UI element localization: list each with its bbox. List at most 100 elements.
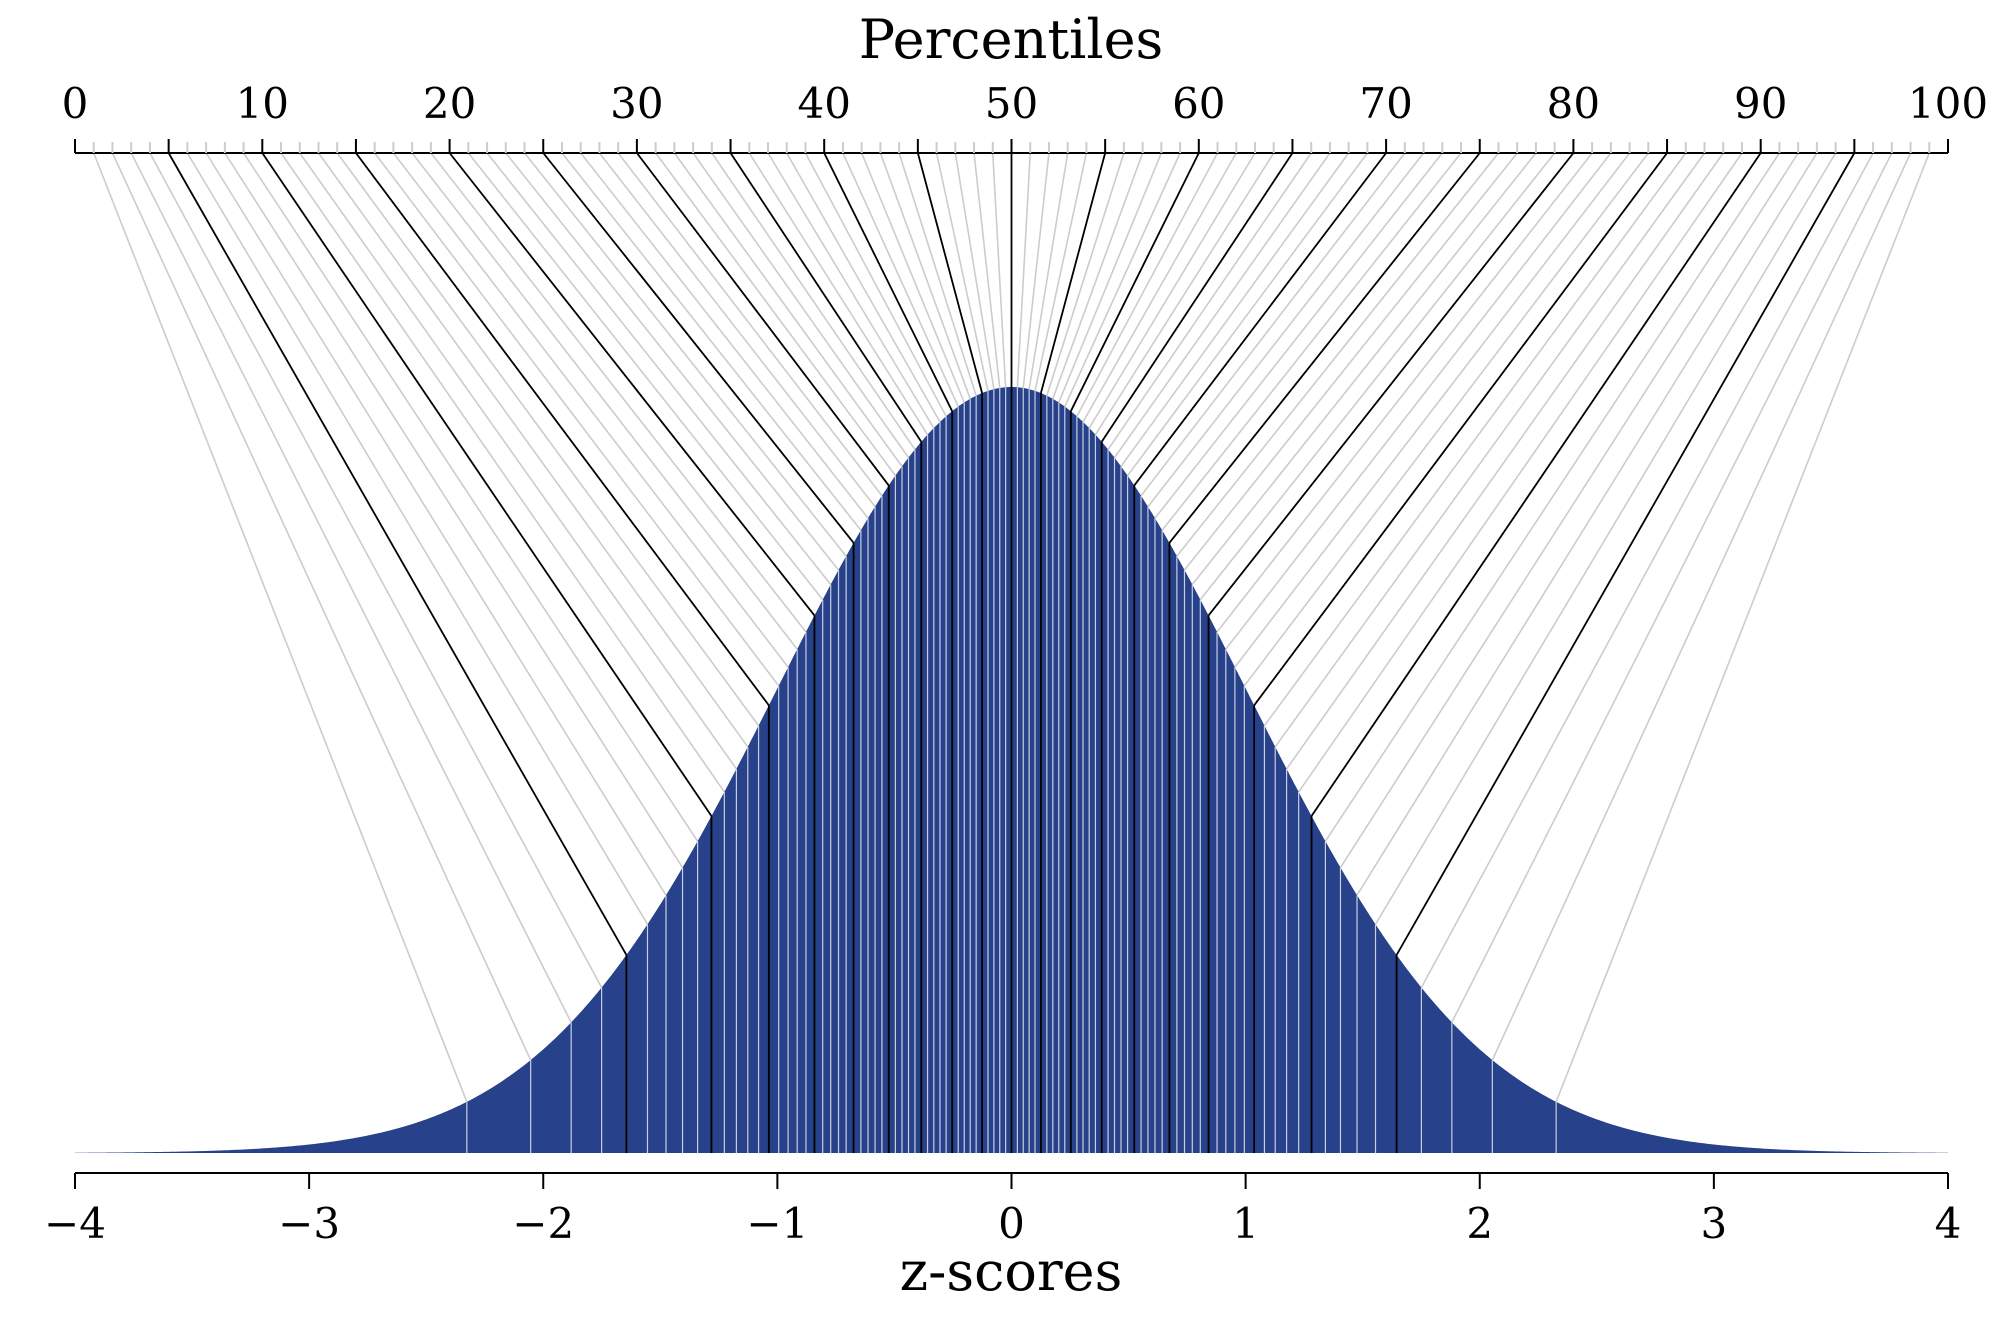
percentile-connector-line bbox=[1052, 152, 1144, 400]
percentile-connector-line bbox=[542, 152, 855, 544]
percentile-connector-line bbox=[130, 152, 572, 1023]
percentile-connector-line bbox=[1040, 152, 1107, 394]
percentile-connector-line bbox=[392, 152, 789, 668]
percentile-connector-line bbox=[879, 152, 971, 400]
percentile-connector-line bbox=[167, 152, 628, 956]
bottom-axis-tick-label: 4 bbox=[1935, 1199, 1962, 1248]
percentile-connector-line bbox=[954, 152, 995, 390]
percentile-connector-line bbox=[467, 152, 824, 601]
percentile-connector-line bbox=[1126, 152, 1369, 477]
percentile-connector-line bbox=[786, 152, 941, 423]
percentile-connector-line bbox=[1285, 152, 1724, 770]
percentile-connector-line bbox=[617, 152, 883, 497]
bottom-axis: −4 −3 −2 −1 0 1 2 3 4 bbox=[44, 1172, 1962, 1248]
percentile-connector-line bbox=[1113, 152, 1331, 459]
percentile-connector-line bbox=[486, 152, 832, 585]
percentile-connector-line bbox=[1234, 152, 1631, 668]
percentile-connector-line bbox=[1161, 152, 1462, 531]
percentile-connector-line bbox=[1133, 152, 1387, 486]
percentile-connector-line bbox=[1140, 152, 1406, 497]
bottom-axis-tick-label: 2 bbox=[1466, 1199, 1493, 1248]
percentile-connector-line bbox=[991, 152, 1007, 388]
bottom-axis-tick-label: −2 bbox=[512, 1199, 574, 1248]
bottom-axis-title: z-scores bbox=[900, 1240, 1123, 1303]
percentile-connector-line bbox=[355, 152, 770, 706]
percentile-connector-line bbox=[1274, 152, 1706, 748]
percentile-connector-line bbox=[804, 152, 947, 417]
percentile-connector-line bbox=[1310, 152, 1762, 817]
top-axis-title: Percentiles bbox=[859, 8, 1164, 71]
percentile-connector-line bbox=[149, 152, 603, 988]
percentile-connector-line bbox=[1555, 152, 1931, 1103]
percentile-connector-line bbox=[1016, 152, 1032, 388]
percentile-connector-line bbox=[1451, 152, 1893, 1023]
percentile-connector-line bbox=[842, 152, 959, 407]
percentile-connector-line bbox=[823, 152, 953, 412]
percentile-connector-line bbox=[261, 152, 713, 817]
top-axis-tick-label: 100 bbox=[1908, 79, 1988, 128]
percentile-connector-line bbox=[411, 152, 798, 650]
percentile-connector-line bbox=[561, 152, 862, 531]
percentile-connector-line bbox=[1070, 152, 1200, 412]
percentile-connector-line bbox=[1088, 152, 1256, 429]
top-axis-tick-label: 10 bbox=[236, 79, 289, 128]
percentile-connector-line bbox=[636, 152, 890, 486]
percentile-connector-line bbox=[767, 152, 935, 429]
bottom-axis-tick-label: −1 bbox=[746, 1199, 808, 1248]
percentile-connector-line bbox=[505, 152, 840, 571]
percentile-connector-line bbox=[92, 152, 468, 1103]
percentile-connector-line bbox=[242, 152, 699, 842]
percentile-connector-line bbox=[1298, 152, 1743, 793]
percentile-connector-line bbox=[729, 152, 923, 443]
percentile-connector-line bbox=[1374, 152, 1837, 925]
percentile-connector-line bbox=[186, 152, 649, 925]
percentile-connector-line bbox=[1263, 152, 1687, 727]
percentile-connector-line bbox=[1034, 152, 1088, 392]
bottom-axis-tick-label: −4 bbox=[44, 1199, 106, 1248]
percentile-connector-line bbox=[654, 152, 897, 477]
percentile-connector-line bbox=[1253, 152, 1668, 706]
percentile-connector-line bbox=[224, 152, 684, 868]
percentile-connector-line bbox=[748, 152, 929, 436]
percentile-connector-line bbox=[1420, 152, 1874, 988]
percentile-connector-line bbox=[1176, 152, 1500, 557]
percentile-connector-line bbox=[205, 152, 667, 896]
percentile-connector-line bbox=[1076, 152, 1219, 417]
percentile-connector-line bbox=[1491, 152, 1912, 1061]
percentile-connector-line bbox=[692, 152, 910, 459]
percentile-connector-line bbox=[1324, 152, 1781, 842]
percentile-connector-line bbox=[336, 152, 760, 727]
percentile-connector-line bbox=[1107, 152, 1312, 450]
percentile-connector-line bbox=[1094, 152, 1275, 436]
percentile-connector-line bbox=[1022, 152, 1050, 389]
percentile-connector-line bbox=[1046, 152, 1125, 396]
percentile-connector-line bbox=[1154, 152, 1443, 519]
percentile-connector-line bbox=[1147, 152, 1425, 508]
percentile-connector-line bbox=[1225, 152, 1612, 650]
percentile-connector-line bbox=[580, 152, 869, 519]
percentile-connector-line bbox=[973, 152, 1001, 389]
percentile-connector-line bbox=[280, 152, 725, 793]
percentile-connector-line bbox=[935, 152, 989, 392]
percentile-connector-line bbox=[860, 152, 965, 403]
percentile-connector-line bbox=[1183, 152, 1518, 571]
top-axis-tick-label: 80 bbox=[1547, 79, 1600, 128]
bottom-axis-tick-label: −3 bbox=[278, 1199, 340, 1248]
percentile-connector-line bbox=[111, 152, 532, 1061]
density-area bbox=[75, 387, 1948, 1153]
percentile-connector-line bbox=[448, 152, 816, 617]
percentile-connector-line bbox=[1082, 152, 1237, 423]
percentile-connector-line bbox=[1058, 152, 1163, 403]
percentile-connector-line bbox=[374, 152, 780, 687]
percentile-connector-line bbox=[1243, 152, 1649, 687]
percentile-connector-line bbox=[711, 152, 916, 450]
percentile-connector-line bbox=[1191, 152, 1537, 585]
percentile-connector-line bbox=[1064, 152, 1181, 407]
top-axis: 0 10 20 30 40 50 60 70 80 90 100 bbox=[62, 79, 1988, 154]
percentile-connector-line bbox=[1028, 152, 1069, 390]
top-axis-tick-label: 0 bbox=[62, 79, 89, 128]
bottom-axis-tick-label: 0 bbox=[998, 1199, 1025, 1248]
bottom-axis-tick-label: 3 bbox=[1701, 1199, 1728, 1248]
top-axis-tick-label: 30 bbox=[610, 79, 663, 128]
